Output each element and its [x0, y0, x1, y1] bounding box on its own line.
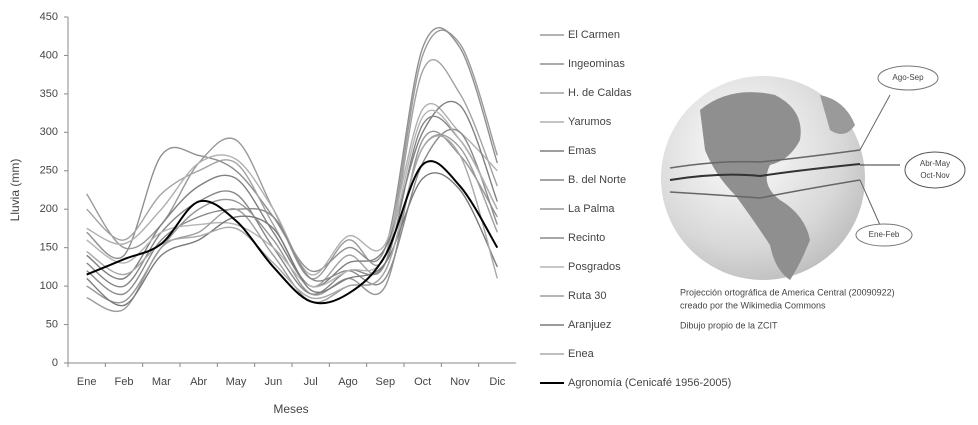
legend-label: B. del Norte	[568, 174, 626, 186]
y-tick-label: 50	[46, 318, 58, 330]
y-tick-label: 450	[40, 11, 58, 23]
legend-label: El Carmen	[568, 29, 620, 41]
series-line	[86, 102, 498, 276]
x-tick-label: Ago	[338, 376, 358, 388]
x-tick-label: Ene	[77, 376, 97, 388]
x-tick-label: Dic	[489, 376, 505, 388]
series-line	[86, 160, 499, 305]
callout: Ago-Sep	[892, 73, 924, 82]
y-tick-label: 150	[40, 242, 58, 254]
caption: Projección ortográfica de America Centra…	[680, 287, 895, 297]
legend-label: Aranjuez	[568, 319, 611, 331]
legend-label: La Palma	[568, 203, 615, 215]
x-tick-label: Jun	[264, 376, 282, 388]
callout: Ene-Feb	[869, 230, 900, 239]
series-line	[86, 109, 498, 288]
series-line	[86, 134, 498, 312]
y-tick-label: 300	[40, 126, 58, 138]
x-tick-label: Jul	[304, 376, 318, 388]
x-tick-label: Feb	[115, 376, 134, 388]
y-tick-label: 200	[40, 203, 58, 215]
legend-label: Agronomía (Cenicafé 1956-2005)	[568, 377, 731, 389]
callout: Oct-Nov	[920, 171, 949, 180]
y-tick-label: 250	[40, 165, 58, 177]
legend-label: Ruta 30	[568, 290, 607, 302]
x-tick-label: Mar	[152, 376, 171, 388]
legend-label: Posgrados	[568, 261, 621, 273]
globe-illustration: Ago-Sep Abr-May Oct-Nov Ene-Feb Projecci…	[661, 65, 966, 330]
y-tick-label: 100	[40, 280, 58, 292]
y-tick-label: 0	[52, 357, 58, 369]
series-line	[86, 172, 498, 307]
caption: creado por the Wikimedia Commons	[680, 300, 826, 310]
legend-label: Ingeominas	[568, 58, 625, 70]
caption: Dibujo propio de la ZCIT	[680, 320, 778, 330]
series-line	[86, 27, 498, 273]
x-axis-title: Meses	[273, 402, 308, 416]
callout: Abr-May	[920, 159, 950, 168]
x-tick-label: Oct	[414, 376, 431, 388]
legend-label: Enea	[568, 348, 595, 360]
series-line	[86, 29, 498, 280]
y-axis-title: Lluvia (mm)	[8, 159, 22, 222]
legend-label: Emas	[568, 145, 597, 157]
y-tick-label: 350	[40, 88, 58, 100]
x-tick-label: Nov	[450, 376, 470, 388]
y-tick-label: 400	[40, 49, 58, 61]
legend-label: H. de Caldas	[568, 87, 632, 99]
x-tick-label: Sep	[376, 376, 396, 388]
series-line	[86, 128, 498, 296]
legend-label: Recinto	[568, 232, 605, 244]
x-tick-label: May	[226, 376, 247, 388]
series-line	[86, 130, 498, 304]
x-tick-label: Abr	[190, 376, 207, 388]
legend-label: Yarumos	[568, 116, 612, 128]
